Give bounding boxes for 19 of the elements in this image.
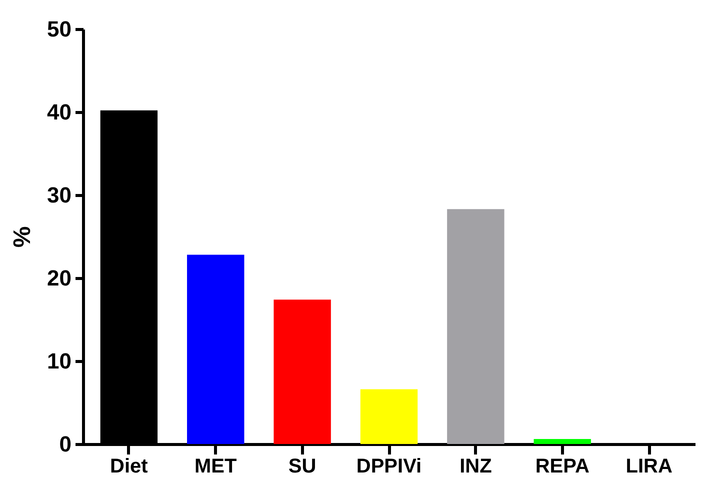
y-tick-label: 30 [47,182,72,208]
x-tick-label: Diet [110,456,148,478]
x-tick-label: MET [194,456,237,478]
x-tick-label: SU [288,456,316,478]
bar [187,254,244,444]
y-tick-label: 10 [47,348,72,374]
x-tick-label: REPA [535,456,590,478]
x-tick-label: DPPIVi [356,456,422,478]
y-tick-label: 20 [47,266,72,290]
y-tick-label: 50 [47,16,72,42]
x-tick-label: LIRA [626,456,672,478]
bar [274,300,331,444]
y-tick-label: 40 [47,100,72,124]
y-axis-title: % [9,226,36,248]
bar [447,209,504,444]
x-tick-label: INZ [460,456,492,478]
y-tick-label: 0 [59,432,72,456]
bar [360,389,418,444]
bar [534,439,591,444]
